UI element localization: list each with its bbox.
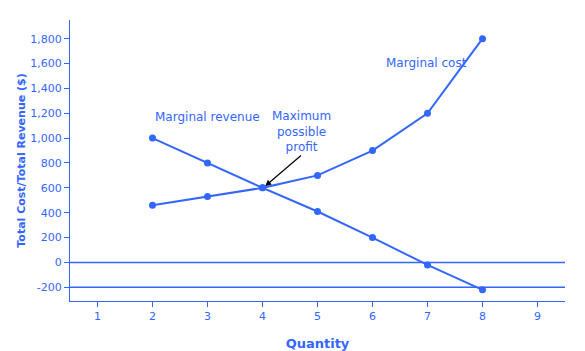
svg-text:7: 7 <box>424 310 431 323</box>
svg-text:9: 9 <box>534 310 541 323</box>
svg-text:0: 0 <box>55 256 62 269</box>
svg-text:4: 4 <box>259 310 266 323</box>
svg-text:1,600: 1,600 <box>30 57 62 70</box>
svg-text:2: 2 <box>149 310 156 323</box>
svg-text:Marginal revenue: Marginal revenue <box>155 110 260 124</box>
svg-text:1,400: 1,400 <box>30 82 62 95</box>
svg-text:Quantity: Quantity <box>286 336 350 351</box>
svg-text:3: 3 <box>204 310 211 323</box>
svg-text:Total Cost/Total Revenue ($): Total Cost/Total Revenue ($) <box>15 73 28 247</box>
svg-text:600: 600 <box>41 182 62 195</box>
svg-text:1,000: 1,000 <box>30 132 62 145</box>
svg-text:1,800: 1,800 <box>30 33 62 46</box>
svg-text:1: 1 <box>94 310 101 323</box>
svg-text:1,200: 1,200 <box>30 107 62 120</box>
svg-text:800: 800 <box>41 157 62 170</box>
svg-text:-200: -200 <box>37 281 62 294</box>
svg-text:5: 5 <box>314 310 321 323</box>
svg-text:200: 200 <box>41 231 62 244</box>
svg-text:6: 6 <box>369 310 376 323</box>
svg-text:8: 8 <box>479 310 486 323</box>
svg-text:Marginal cost: Marginal cost <box>386 56 467 70</box>
svg-text:400: 400 <box>41 207 62 220</box>
svg-text:Maximumpossibleprofit: Maximumpossibleprofit <box>272 109 331 154</box>
